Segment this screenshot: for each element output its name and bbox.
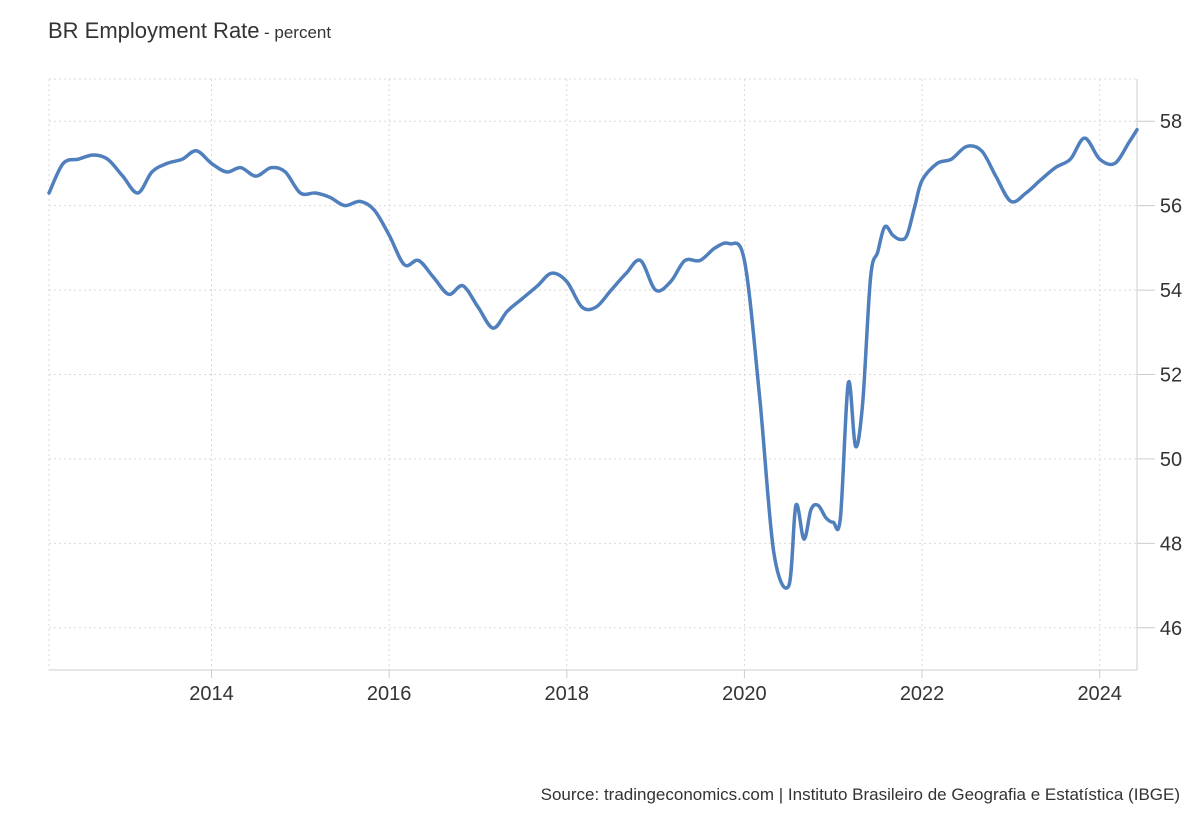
y-tick-label: 56 <box>1160 196 1182 218</box>
y-tick-label: 48 <box>1160 533 1182 555</box>
x-tick-label: 2020 <box>722 683 767 705</box>
series-layer <box>47 127 1139 590</box>
grid <box>48 78 1137 670</box>
y-tick-label: 52 <box>1160 365 1182 387</box>
series-line <box>47 127 1139 590</box>
y-tick-label: 54 <box>1160 280 1182 302</box>
y-tick-label: 50 <box>1160 449 1182 471</box>
chart-title-block: BR Employment Rate - percent <box>48 18 331 44</box>
x-tick-label: 2022 <box>900 683 945 705</box>
source-note: Source: tradingeconomics.com | Instituto… <box>540 785 1180 804</box>
y-tick-label: 58 <box>1160 111 1182 133</box>
chart-title: BR Employment Rate <box>48 18 260 43</box>
y-tick-label: 46 <box>1160 618 1182 640</box>
x-tick-label: 2018 <box>545 683 590 705</box>
chart-subtitle: - percent <box>263 23 332 42</box>
tick-labels: 2014 2016 2018 2020 2022 2024 46 48 50 52 54 56 58 <box>189 111 1182 705</box>
x-tick-label: 2024 <box>1077 683 1122 705</box>
x-tick-label: 2014 <box>189 683 234 705</box>
x-tick-label: 2016 <box>367 683 412 705</box>
axes <box>49 79 1155 678</box>
